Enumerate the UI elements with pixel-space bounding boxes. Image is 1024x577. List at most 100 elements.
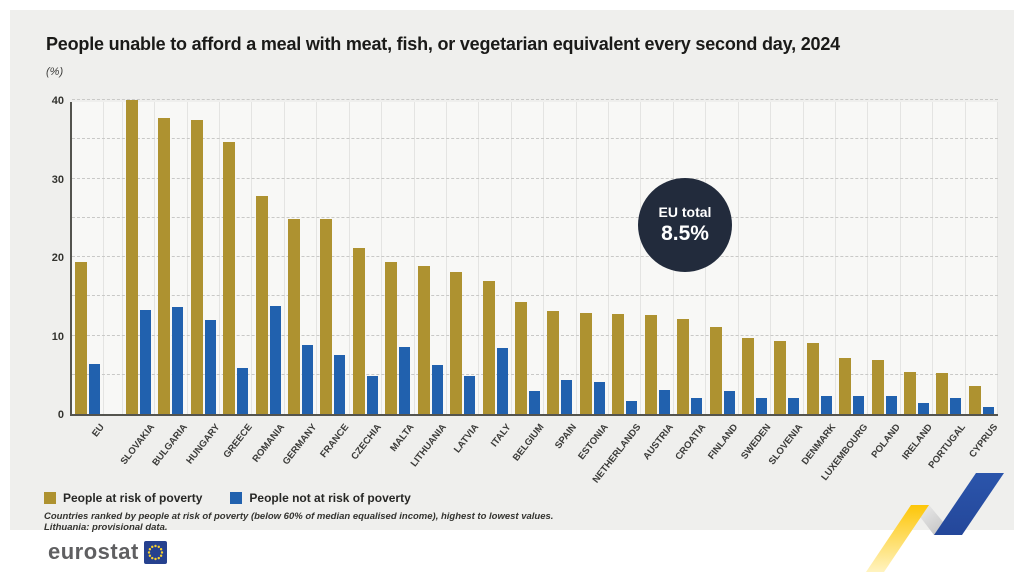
bar-not-at-risk: [139, 309, 151, 414]
country-slot-netherlands: NETHERLANDS: [591, 102, 643, 485]
eu-total-value: 8.5%: [661, 222, 709, 245]
bar-at-risk: [936, 373, 949, 414]
country-slot-czechia: CZECHIA: [349, 102, 384, 462]
bar-not-at-risk: [89, 363, 101, 414]
country-slot-hungary: HUNGARY: [184, 102, 222, 466]
bar-not-at-risk: [172, 307, 184, 414]
country-slot-germany: GERMANY: [281, 102, 319, 467]
country-slot-sweden: SWEDEN: [739, 102, 773, 462]
footnotes: Countries ranked by people at risk of po…: [44, 511, 553, 534]
blue-swatch-icon: [230, 492, 243, 504]
x-axis-label: SPAIN: [552, 422, 579, 452]
bar-not-at-risk: [918, 403, 930, 414]
bar-not-at-risk: [561, 380, 573, 414]
x-axis-label: LATVIA: [451, 422, 482, 456]
eu-total-label: EU total: [658, 204, 712, 220]
bar-at-risk: [450, 271, 463, 414]
country-slot-cyprus: CYPRUS: [966, 102, 1000, 460]
country-slot-france: FRANCE: [317, 102, 352, 460]
chart-title: People unable to afford a meal with meat…: [46, 34, 840, 54]
eu-flag-icon: [143, 540, 167, 564]
bar-at-risk: [806, 342, 819, 414]
gridline: [72, 256, 998, 257]
bar-not-at-risk: [755, 397, 767, 414]
chart-panel: People unable to afford a meal with meat…: [10, 10, 1014, 533]
legend-label: People at risk of poverty: [63, 491, 203, 505]
legend-label: People not at risk of poverty: [249, 491, 411, 505]
bar-at-risk: [741, 337, 754, 414]
gridline: [72, 216, 998, 218]
bar-at-risk: [320, 219, 333, 414]
bar-at-risk: [547, 311, 560, 414]
bar-not-at-risk: [528, 391, 540, 414]
bar-not-at-risk: [723, 391, 735, 414]
bar-not-at-risk: [691, 397, 703, 414]
country-slot-greece: GREECE: [220, 102, 254, 460]
bar-at-risk: [904, 372, 917, 414]
footnote-ranking: Countries ranked by people at risk of po…: [44, 511, 554, 522]
bar-not-at-risk: [593, 381, 605, 414]
bar-not-at-risk: [366, 376, 378, 414]
country-slot-eu: EU: [72, 102, 106, 439]
x-axis-label: BELGIUM: [510, 422, 547, 464]
bar-not-at-risk: [950, 397, 962, 414]
bar-at-risk: [255, 195, 268, 414]
country-slot-belgium: BELGIUM: [511, 102, 546, 463]
country-slot-italy: ITALY: [479, 102, 514, 449]
bar-not-at-risk: [820, 395, 832, 414]
country-slot-bulgaria: BULGARIA: [150, 102, 190, 468]
x-axis-label: CZECHIA: [349, 422, 385, 463]
gold-swatch-icon: [44, 492, 56, 504]
y-tick-label: 30: [51, 173, 64, 186]
bar-at-risk: [385, 261, 398, 414]
bar-not-at-risk: [496, 348, 508, 414]
bar-at-risk: [677, 319, 690, 414]
country-slot-malta: MALTA: [382, 102, 416, 454]
bar-not-at-risk: [464, 375, 476, 414]
bar-at-risk: [968, 385, 981, 414]
x-axis-label: CROATIA: [673, 422, 709, 463]
bar-at-risk: [871, 359, 884, 414]
eu-total-badge: EU total 8.5%: [638, 178, 732, 272]
eurostat-logo: eurostat: [48, 539, 167, 565]
country-slot-slovenia: SLOVENIA: [767, 102, 806, 467]
bar-not-at-risk: [788, 397, 800, 414]
country-slot-romania: ROMANIA: [250, 102, 287, 465]
bar-not-at-risk: [237, 368, 249, 414]
gridline: [72, 373, 998, 375]
bar-not-at-risk: [982, 406, 994, 414]
country-slot-poland: POLAND: [868, 102, 903, 460]
bar-at-risk: [288, 218, 301, 414]
bar-not-at-risk: [431, 365, 443, 414]
trend-zigzag-graphic: [866, 473, 1004, 572]
bar-at-risk: [352, 248, 365, 414]
bar-at-risk: [644, 315, 657, 414]
country-slot-portugal: PORTUGAL: [926, 102, 968, 471]
plot-area: EU SLOVAKIA BULGARIA HUNGARY GREECE ROMANIA GE…: [70, 99, 1000, 485]
bar-not-at-risk: [204, 319, 216, 414]
bar-not-at-risk: [658, 390, 670, 414]
bar-at-risk: [125, 100, 138, 414]
gridline: [72, 138, 998, 140]
country-slot-ireland: IRELAND: [901, 102, 935, 462]
gridline: [72, 334, 998, 336]
x-axis-label: MALTA: [388, 422, 417, 454]
country-slot-estonia: ESTONIA: [576, 102, 611, 462]
legend: People at risk of poverty People not at …: [44, 491, 411, 505]
x-axis-label: GREECE: [220, 422, 255, 461]
country-slot-denmark: DENMARK: [799, 102, 838, 467]
x-axis-label: ITALY: [489, 422, 514, 450]
bar-at-risk: [839, 358, 852, 414]
country-slot-spain: SPAIN: [544, 102, 579, 451]
eurostat-wordmark: eurostat: [48, 539, 139, 564]
country-slot-latvia: LATVIA: [447, 102, 481, 455]
x-axis-label: AUSTRIA: [641, 422, 676, 463]
y-tick-label: 20: [51, 252, 64, 264]
x-axis-label: ESTONIA: [576, 422, 611, 462]
gridline: [72, 177, 998, 179]
bar-not-at-risk: [885, 395, 897, 414]
footnote-lithuania: Lithuania: provisional data.: [44, 522, 168, 534]
bar-at-risk: [514, 301, 527, 414]
bar-at-risk: [158, 118, 171, 414]
